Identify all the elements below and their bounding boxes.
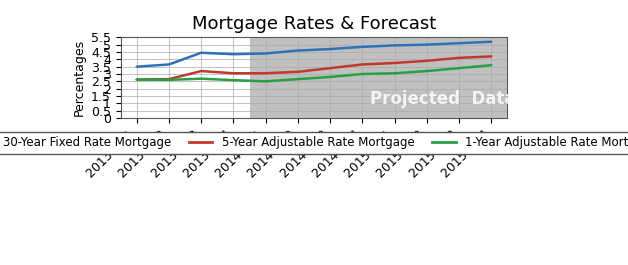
Legend: 30-Year Fixed Rate Mortgage, 5-Year Adjustable Rate Mortgage, 1-Year Adjustable : 30-Year Fixed Rate Mortgage, 5-Year Adju…	[0, 132, 628, 154]
Y-axis label: Percentages: Percentages	[72, 39, 85, 116]
Bar	[249, 37, 507, 118]
Title: Mortgage Rates & Forecast: Mortgage Rates & Forecast	[192, 15, 436, 33]
Text: Projected  Data: Projected Data	[370, 90, 516, 108]
